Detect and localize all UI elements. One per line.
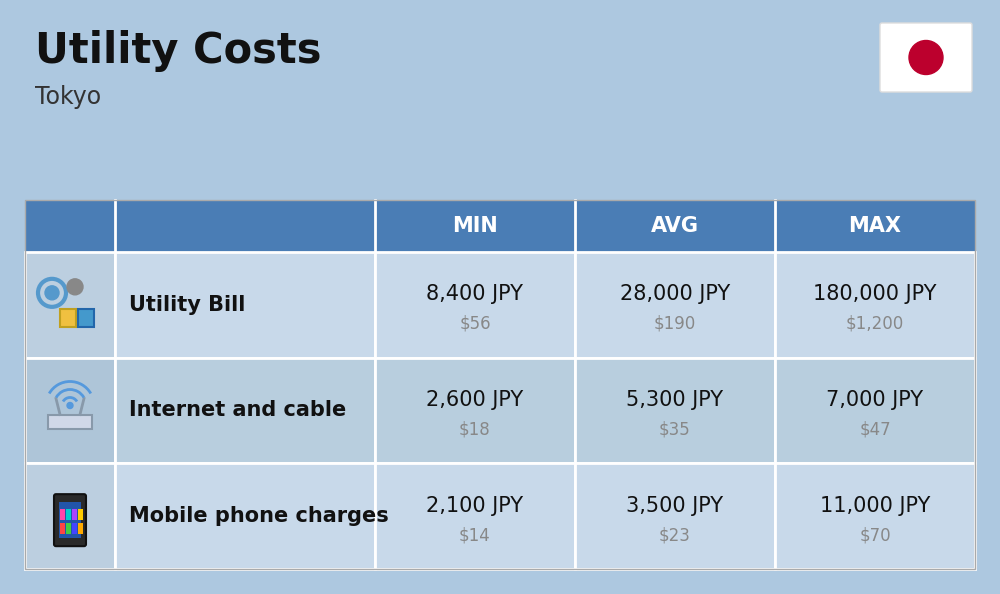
FancyBboxPatch shape <box>54 494 86 546</box>
Bar <box>775 358 975 463</box>
Bar <box>25 463 115 569</box>
Bar <box>78 509 83 520</box>
Bar <box>115 358 375 463</box>
Text: 5,300 JPY: 5,300 JPY <box>626 390 724 410</box>
Circle shape <box>909 40 943 74</box>
Text: $14: $14 <box>459 526 491 544</box>
Text: Tokyo: Tokyo <box>35 85 101 109</box>
Text: $190: $190 <box>654 315 696 333</box>
Text: AVG: AVG <box>651 216 699 236</box>
Bar <box>775 463 975 569</box>
Text: $70: $70 <box>859 526 891 544</box>
Bar <box>25 358 115 463</box>
Text: 2,100 JPY: 2,100 JPY <box>426 495 524 516</box>
Text: 2,600 JPY: 2,600 JPY <box>426 390 524 410</box>
Text: Internet and cable: Internet and cable <box>129 400 346 421</box>
Bar <box>375 463 575 569</box>
Text: $35: $35 <box>659 421 691 438</box>
Bar <box>78 309 94 327</box>
Bar <box>115 252 375 358</box>
Text: Utility Costs: Utility Costs <box>35 30 322 72</box>
Circle shape <box>45 286 59 300</box>
Text: 11,000 JPY: 11,000 JPY <box>820 495 930 516</box>
Circle shape <box>67 403 73 409</box>
Bar <box>59 502 81 538</box>
FancyBboxPatch shape <box>880 23 972 92</box>
Bar <box>60 523 65 534</box>
Text: 3,500 JPY: 3,500 JPY <box>626 495 724 516</box>
Bar <box>775 252 975 358</box>
Bar <box>375 358 575 463</box>
Bar <box>60 509 65 520</box>
Text: 180,000 JPY: 180,000 JPY <box>813 285 937 304</box>
Text: $47: $47 <box>859 421 891 438</box>
Text: MIN: MIN <box>452 216 498 236</box>
Text: 7,000 JPY: 7,000 JPY <box>826 390 924 410</box>
Text: $23: $23 <box>659 526 691 544</box>
Bar <box>60 309 76 327</box>
Bar <box>575 463 775 569</box>
Text: Mobile phone charges: Mobile phone charges <box>129 506 389 526</box>
Bar <box>115 463 375 569</box>
Bar <box>575 252 775 358</box>
Circle shape <box>67 279 83 295</box>
Bar <box>78 523 83 534</box>
Text: $18: $18 <box>459 421 491 438</box>
Bar <box>575 358 775 463</box>
Bar <box>25 200 975 569</box>
Bar <box>66 523 71 534</box>
Text: $56: $56 <box>459 315 491 333</box>
Bar <box>25 252 115 358</box>
Text: MAX: MAX <box>848 216 902 236</box>
Bar <box>48 415 92 428</box>
Text: 28,000 JPY: 28,000 JPY <box>620 285 730 304</box>
Bar <box>72 509 77 520</box>
Bar <box>375 252 575 358</box>
Bar <box>72 523 77 534</box>
Text: Utility Bill: Utility Bill <box>129 295 245 315</box>
Bar <box>25 200 975 252</box>
Text: 8,400 JPY: 8,400 JPY <box>426 285 524 304</box>
Bar <box>66 509 71 520</box>
Text: $1,200: $1,200 <box>846 315 904 333</box>
